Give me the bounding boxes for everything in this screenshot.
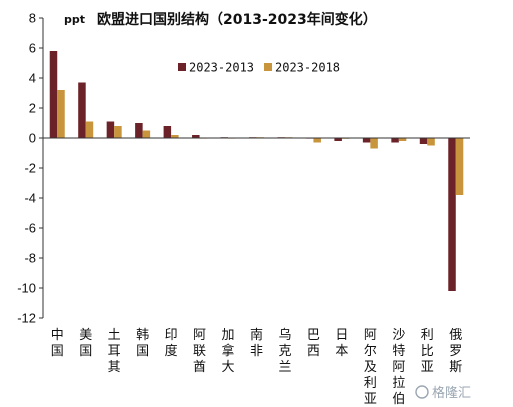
x-category-label: 阿尔及利亚	[364, 328, 377, 407]
x-category-label: 俄罗斯	[449, 328, 462, 375]
chart-legend: 2023-2013 2023-2018	[178, 61, 340, 75]
y-tick-label: -10	[17, 281, 36, 296]
watermark: 格隆汇	[415, 385, 471, 401]
x-category-label: 日本	[335, 328, 348, 359]
bar-2023-2013-韩国	[135, 123, 143, 138]
bar-2023-2018-中国	[57, 90, 65, 138]
bar-2023-2013-中国	[49, 51, 58, 138]
x-category-label: 中国	[51, 328, 64, 359]
legend-label: 2023-2018	[275, 61, 340, 75]
x-category-label: 利比亚	[421, 328, 434, 375]
chart-title: 欧盟进口国别结构（2013-2023年间变化）	[97, 11, 377, 28]
bar-2023-2018-沙特阿拉伯	[398, 138, 407, 141]
bar-2023-2013-土耳其	[106, 121, 115, 138]
x-category-label: 加拿大	[222, 328, 235, 375]
x-category-label: 韩国	[136, 328, 149, 359]
x-category-label: 乌克兰	[278, 327, 291, 375]
bar-2023-2013-印度	[163, 126, 172, 138]
y-axis: -12 -10 -8 -6 -4 -2 0 2 4 6 8	[17, 11, 44, 326]
y-tick-label: 4	[29, 71, 36, 86]
y-tick-label: -6	[24, 221, 36, 236]
bar-2023-2018-印度	[171, 135, 179, 138]
bars-group	[49, 51, 464, 291]
x-category-label: 沙特阿拉伯	[392, 328, 405, 407]
y-tick-label: -8	[24, 251, 36, 266]
bar-2023-2018-巴西	[313, 138, 321, 143]
y-tick-label: 8	[29, 11, 36, 26]
x-category-label: 土耳其	[108, 328, 121, 375]
bar-2023-2018-利比亚	[427, 138, 435, 146]
x-category-label: 巴西	[307, 328, 320, 359]
x-category-label: 阿联酋	[193, 328, 206, 375]
y-tick-label: 2	[29, 101, 36, 116]
y-tick-label: 6	[29, 41, 36, 56]
bar-2023-2013-阿联酋	[192, 135, 200, 138]
bar-2023-2018-韩国	[142, 130, 151, 138]
bar-2023-2013-利比亚	[419, 138, 428, 144]
legend-swatch	[264, 63, 272, 71]
legend-label: 2023-2013	[189, 61, 254, 75]
legend-swatch	[178, 63, 186, 71]
watermark-logo-icon	[415, 385, 429, 399]
y-tick-label: -2	[24, 161, 36, 176]
x-category-label: 南非	[250, 327, 263, 359]
y-tick-label: -12	[17, 311, 36, 326]
bar-2023-2013-日本	[334, 138, 342, 141]
bar-2023-2018-土耳其	[114, 126, 122, 138]
bar-2023-2013-沙特阿拉伯	[391, 138, 399, 143]
watermark-text: 格隆汇	[432, 385, 471, 401]
bar-2023-2013-美国	[78, 82, 86, 138]
bar-2023-2013-阿尔及利亚	[362, 138, 371, 143]
bar-2023-2018-阿尔及利亚	[370, 138, 378, 149]
bar-2023-2018-美国	[85, 121, 94, 138]
y-tick-label: 0	[29, 131, 36, 146]
chart-unit-label: ppt	[64, 13, 85, 26]
bar-2023-2013-俄罗斯	[448, 138, 456, 291]
x-category-label: 美国	[79, 328, 92, 359]
x-category-label: 印度	[165, 328, 178, 359]
y-tick-label: -4	[24, 191, 36, 206]
bar-2023-2018-俄罗斯	[455, 138, 464, 195]
